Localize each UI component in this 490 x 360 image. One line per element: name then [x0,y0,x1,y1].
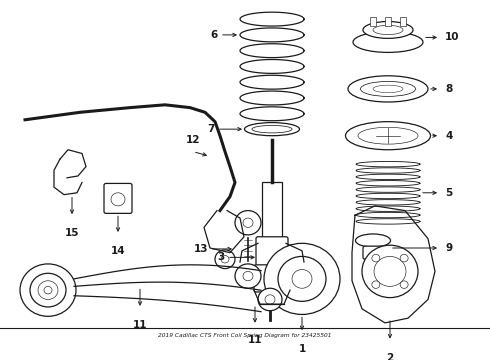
Circle shape [264,243,340,314]
Bar [400,17,406,26]
Bar [385,17,391,26]
Circle shape [38,281,58,300]
Circle shape [265,295,275,304]
Text: 9: 9 [445,243,452,253]
Bar [370,17,376,26]
Text: 8: 8 [445,84,452,94]
Text: 13: 13 [194,244,208,254]
Circle shape [372,281,380,288]
Circle shape [362,245,418,298]
Circle shape [235,264,261,288]
Ellipse shape [363,22,413,39]
Text: 3: 3 [218,252,225,262]
Text: 4: 4 [445,131,452,141]
Text: 7: 7 [208,124,215,134]
Ellipse shape [348,76,428,102]
Ellipse shape [361,81,416,96]
Text: 6: 6 [211,30,218,40]
Ellipse shape [373,85,403,93]
Text: 11: 11 [248,335,262,345]
Circle shape [235,211,261,235]
Ellipse shape [252,125,292,133]
Text: 14: 14 [111,246,125,256]
FancyBboxPatch shape [254,265,290,292]
Ellipse shape [373,25,403,35]
Bar [262,183,282,239]
FancyBboxPatch shape [256,237,288,269]
Text: 1: 1 [298,345,306,354]
Text: 2: 2 [387,353,393,360]
Text: 11: 11 [133,320,147,330]
Circle shape [258,288,282,311]
Ellipse shape [345,122,431,150]
Ellipse shape [245,123,299,136]
Circle shape [400,281,408,288]
Circle shape [278,256,326,301]
Circle shape [292,270,312,288]
Circle shape [400,255,408,262]
Circle shape [215,250,235,269]
Ellipse shape [353,32,423,53]
Circle shape [243,271,253,281]
Text: 10: 10 [445,32,460,42]
Text: 15: 15 [65,228,79,238]
Text: 2019 Cadillac CTS Front Coil Spring Diagram for 23425501: 2019 Cadillac CTS Front Coil Spring Diag… [158,333,332,338]
Text: 12: 12 [186,135,200,145]
Circle shape [374,256,406,286]
FancyBboxPatch shape [104,184,132,213]
Circle shape [372,255,380,262]
Ellipse shape [356,234,391,247]
Ellipse shape [358,127,418,144]
Circle shape [30,273,66,307]
Circle shape [243,218,253,228]
Circle shape [221,256,229,263]
Circle shape [44,286,52,294]
Text: 5: 5 [445,188,452,198]
FancyBboxPatch shape [363,246,383,259]
Circle shape [20,264,76,316]
Circle shape [111,193,125,206]
